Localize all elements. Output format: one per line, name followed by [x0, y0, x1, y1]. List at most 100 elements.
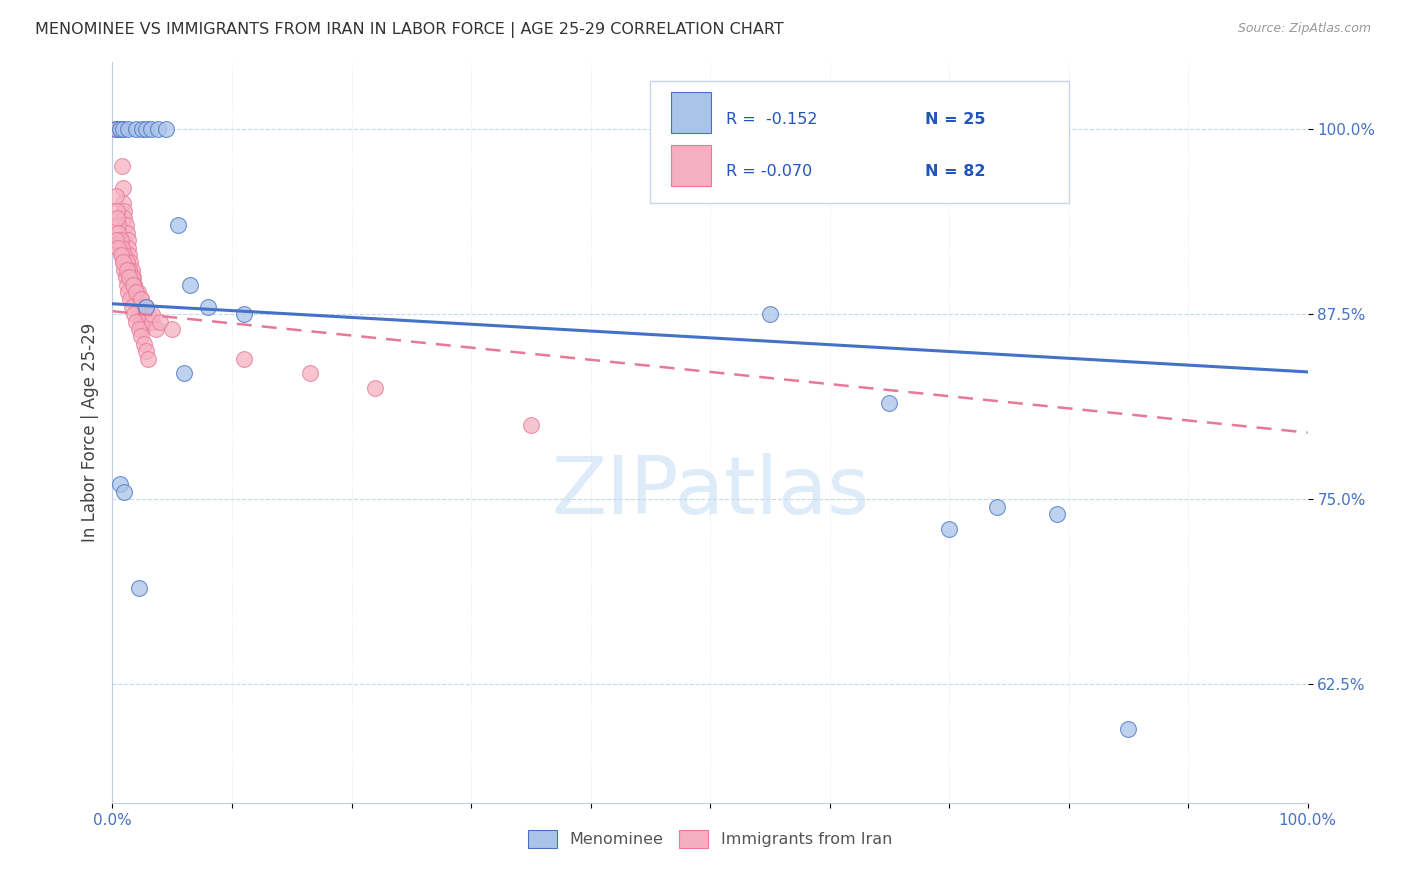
Y-axis label: In Labor Force | Age 25-29: In Labor Force | Age 25-29 — [80, 323, 98, 542]
Point — [141, 314, 163, 328]
Point — [110, 122, 132, 136]
Point — [118, 248, 141, 262]
Point — [117, 122, 139, 136]
FancyBboxPatch shape — [651, 81, 1069, 203]
Text: N = 82: N = 82 — [925, 164, 986, 179]
Point — [121, 270, 143, 285]
Point — [938, 522, 960, 536]
Bar — [671, 92, 711, 133]
Bar — [671, 145, 711, 186]
Point — [138, 351, 160, 366]
Point — [146, 122, 169, 136]
Point — [112, 181, 135, 195]
Point — [128, 322, 150, 336]
Point — [879, 396, 901, 410]
Point — [124, 285, 146, 299]
Point — [131, 122, 153, 136]
Point — [127, 285, 149, 299]
Point — [129, 293, 152, 307]
Point — [135, 122, 157, 136]
Point — [179, 277, 201, 292]
Point — [108, 122, 131, 136]
Point — [122, 307, 145, 321]
Point — [197, 300, 219, 314]
Point — [132, 336, 155, 351]
Text: R =  -0.152: R = -0.152 — [725, 112, 817, 127]
Point — [112, 255, 135, 269]
Point — [145, 322, 167, 336]
Point — [117, 240, 139, 254]
Point — [121, 262, 143, 277]
Point — [110, 248, 132, 262]
Point — [155, 122, 177, 136]
Point — [105, 122, 128, 136]
Point — [114, 248, 135, 262]
Point — [364, 381, 387, 395]
Point — [141, 307, 163, 321]
Point — [115, 255, 138, 269]
Point — [128, 307, 150, 321]
Point — [135, 300, 157, 314]
Point — [131, 322, 153, 336]
Point — [107, 219, 129, 233]
Point — [759, 307, 782, 321]
Point — [114, 262, 135, 277]
Point — [112, 196, 135, 211]
Point — [125, 314, 148, 328]
Point — [118, 262, 141, 277]
Point — [134, 300, 156, 314]
Point — [111, 159, 134, 173]
Point — [127, 300, 149, 314]
Point — [108, 477, 131, 491]
Point — [1046, 507, 1069, 521]
Point — [129, 329, 152, 343]
Point — [105, 122, 128, 136]
Point — [121, 300, 143, 314]
Point — [125, 285, 148, 299]
Point — [105, 122, 128, 136]
Point — [167, 219, 190, 233]
Point — [108, 122, 131, 136]
Point — [114, 203, 135, 218]
Point — [121, 277, 143, 292]
Point — [298, 367, 321, 381]
Point — [108, 122, 131, 136]
Point — [112, 255, 135, 269]
Point — [114, 219, 136, 233]
Point — [1118, 722, 1140, 736]
Point — [520, 418, 543, 433]
Point — [125, 122, 148, 136]
Text: R = -0.070: R = -0.070 — [725, 164, 811, 179]
Point — [233, 351, 256, 366]
Point — [108, 233, 131, 247]
Point — [111, 122, 134, 136]
Point — [110, 233, 132, 247]
Point — [986, 500, 1008, 514]
Text: ZIPatlas: ZIPatlas — [551, 453, 869, 531]
Point — [135, 344, 157, 359]
Text: Source: ZipAtlas.com: Source: ZipAtlas.com — [1237, 22, 1371, 36]
Point — [122, 277, 145, 292]
Point — [105, 188, 128, 202]
Text: N = 25: N = 25 — [925, 112, 986, 127]
Point — [104, 122, 127, 136]
Point — [173, 367, 195, 381]
Point — [111, 240, 134, 254]
Point — [125, 293, 148, 307]
Point — [105, 203, 128, 218]
Legend: Menominee, Immigrants from Iran: Menominee, Immigrants from Iran — [522, 824, 898, 854]
Point — [149, 314, 172, 328]
Point — [128, 581, 150, 595]
Point — [110, 240, 132, 254]
Point — [105, 233, 128, 247]
Point — [111, 248, 134, 262]
Point — [110, 122, 132, 136]
Point — [114, 270, 136, 285]
Point — [107, 122, 129, 136]
Point — [162, 322, 183, 336]
Point — [115, 262, 138, 277]
Point — [118, 270, 141, 285]
Point — [135, 300, 157, 314]
Point — [139, 122, 162, 136]
Point — [138, 307, 160, 321]
